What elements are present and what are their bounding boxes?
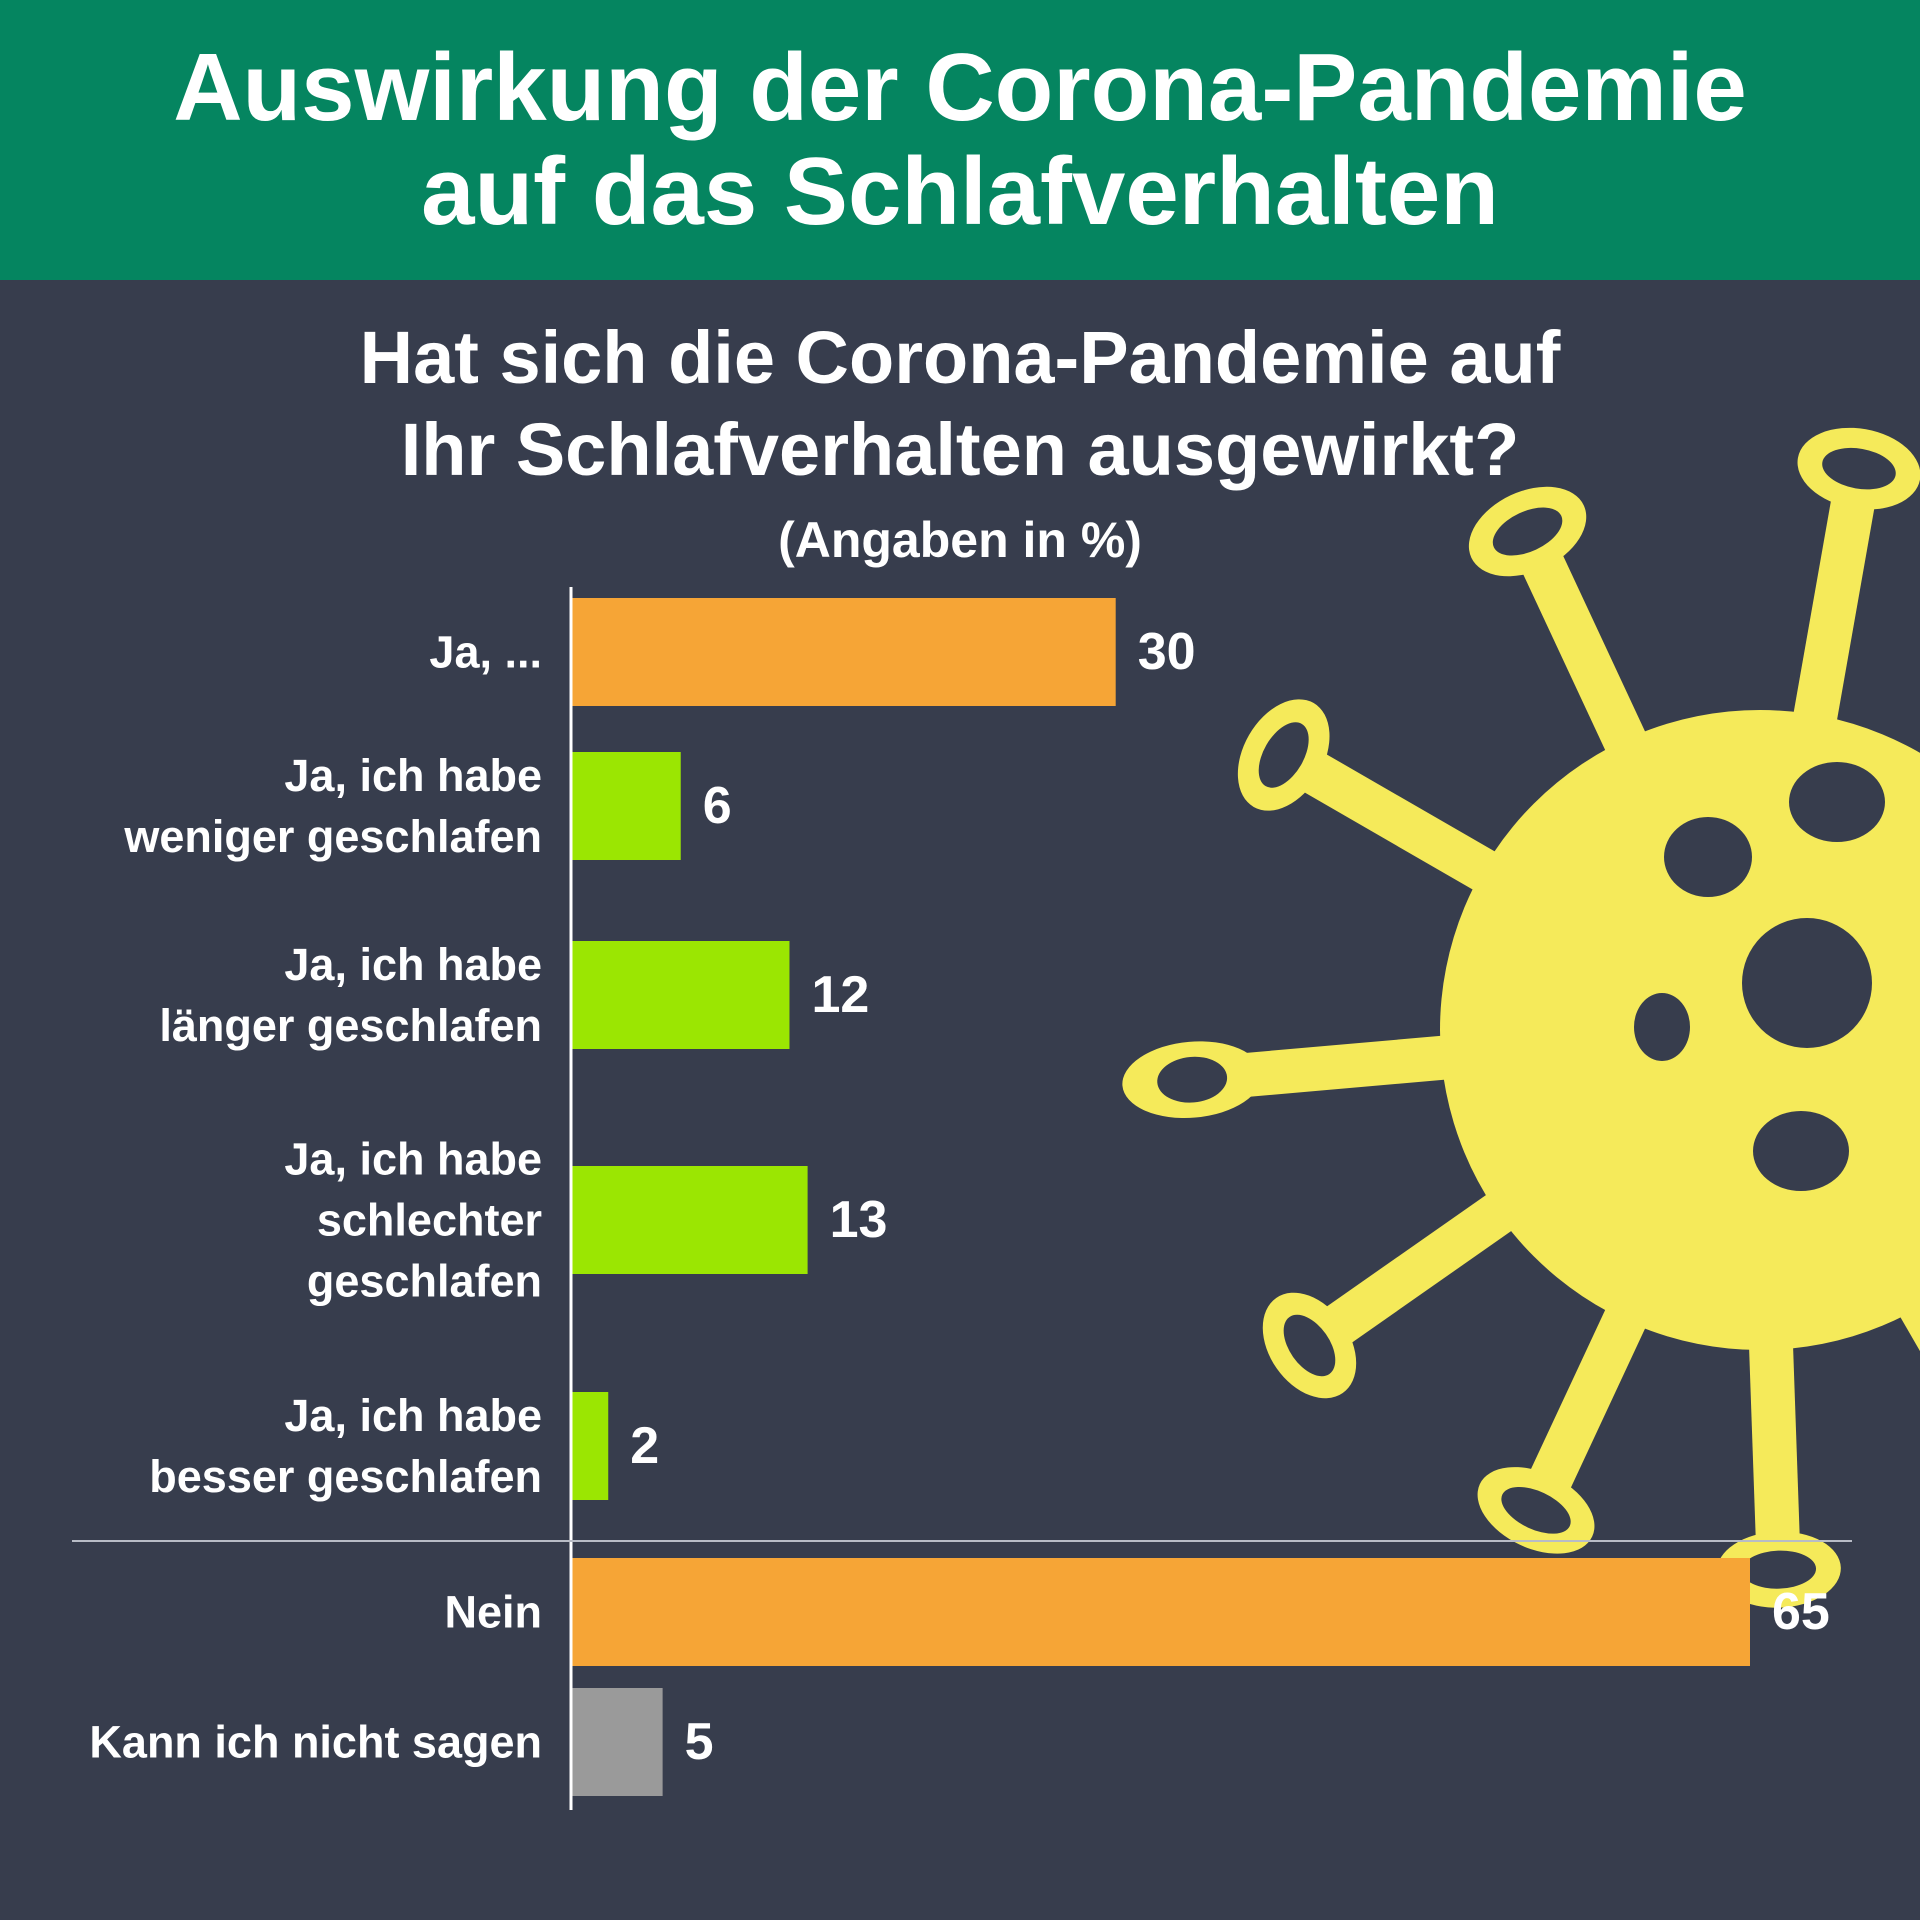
category-label-4: Ja, ich habe besser geschlafen xyxy=(42,1385,542,1507)
category-label-line: Ja, ich habe xyxy=(284,1133,542,1185)
value-label-3: 13 xyxy=(829,1191,888,1249)
category-label-0: Ja, ... xyxy=(42,622,542,683)
bar-4 xyxy=(572,1392,609,1500)
category-label-line: Ja, ich habe xyxy=(284,939,542,990)
value-label-0: 30 xyxy=(1137,623,1196,681)
category-label-5: Nein xyxy=(42,1582,542,1643)
bar-0 xyxy=(572,598,1116,706)
bar-3 xyxy=(572,1166,808,1274)
virus-dot-0 xyxy=(1664,817,1752,897)
category-label-line: besser geschlafen xyxy=(149,1451,542,1502)
virus-dot-3 xyxy=(1634,993,1690,1061)
title-line-1: Auswirkung der Corona-Pandemie xyxy=(173,34,1747,141)
category-label-line: weniger geschlafen xyxy=(124,811,542,862)
virus-spike-hole-4 xyxy=(1283,1314,1336,1377)
category-label-2: Ja, ich habe länger geschlafen xyxy=(42,934,542,1056)
category-label-line: Ja, ... xyxy=(429,626,542,678)
question-line-2: Ihr Schlafverhalten ausgewirkt? xyxy=(400,408,1520,491)
category-label-line: schlechter xyxy=(316,1194,542,1246)
category-label-line: Ja, ich habe xyxy=(284,1390,542,1441)
category-label-line: Kann ich nicht sagen xyxy=(89,1716,542,1768)
value-label-4: 2 xyxy=(630,1417,660,1475)
category-label-line: geschlafen xyxy=(306,1255,542,1307)
virus-dot-1 xyxy=(1789,762,1885,842)
chart-question: Hat sich die Corona-Pandemie auf Ihr Sch… xyxy=(0,312,1920,496)
bar-5 xyxy=(572,1558,1750,1666)
category-label-6: Kann ich nicht sagen xyxy=(42,1712,542,1773)
title-line-2: auf das Schlafverhalten xyxy=(421,138,1499,245)
question-line-1: Hat sich die Corona-Pandemie auf xyxy=(359,316,1561,399)
category-label-line: länger geschlafen xyxy=(159,1000,542,1051)
value-label-6: 5 xyxy=(684,1713,714,1771)
virus-spike-hole-0 xyxy=(1492,507,1563,556)
virus-dot-2 xyxy=(1742,918,1872,1048)
virus-spike-hole-1 xyxy=(1822,447,1896,490)
value-label-5: 65 xyxy=(1772,1583,1830,1641)
unit-note: (Angaben in %) xyxy=(778,512,1142,568)
value-label-1: 6 xyxy=(702,777,732,835)
bar-1 xyxy=(572,752,681,860)
virus-spike-hole-6 xyxy=(1741,1550,1817,1589)
virus-spike-hole-3 xyxy=(1157,1056,1228,1103)
virus-spike-hole-5 xyxy=(1501,1487,1571,1534)
virus-spike-hole-2 xyxy=(1258,722,1309,788)
value-label-2: 12 xyxy=(811,966,870,1024)
bar-2 xyxy=(572,941,790,1049)
category-label-3: Ja, ich habe schlechter geschlafen xyxy=(42,1129,542,1312)
category-label-line: Ja, ich habe xyxy=(284,750,542,801)
category-label-line: Nein xyxy=(444,1586,542,1638)
header-banner: Auswirkung der Corona-Pandemie auf das S… xyxy=(0,0,1920,280)
category-label-1: Ja, ich habe weniger geschlafen xyxy=(42,745,542,867)
bar-6 xyxy=(572,1688,663,1796)
virus-dot-4 xyxy=(1753,1111,1849,1191)
coronavirus-icon-shape xyxy=(1122,427,1920,1608)
